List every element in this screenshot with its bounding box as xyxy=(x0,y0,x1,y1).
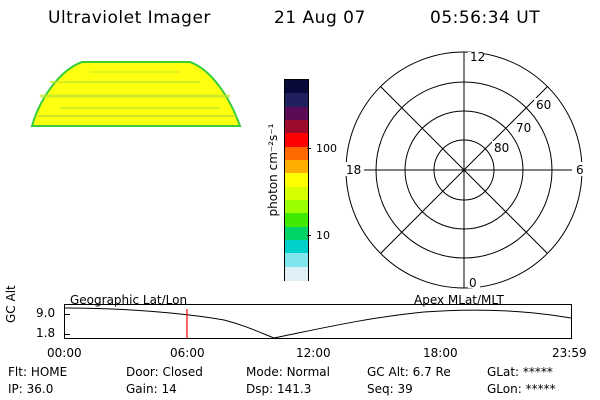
info-door: Door: Closed xyxy=(126,365,203,379)
instrument-title: Ultraviolet Imager xyxy=(48,8,211,28)
lat-label-80: 80 xyxy=(494,141,509,155)
colorbar-segment xyxy=(285,173,308,188)
lat-label-60: 60 xyxy=(536,98,551,112)
lat-label-70: 70 xyxy=(516,121,531,135)
info-gc-alt: GC Alt: 6.7 Re xyxy=(367,365,451,379)
colorbar-segment xyxy=(285,133,308,148)
apex-mlat-caption: Apex MLat/MLT xyxy=(414,293,504,307)
geo-latlon-caption: Geographic Lat/Lon xyxy=(70,293,188,307)
colorbar-segment xyxy=(285,266,308,281)
colorbar-tick-mark xyxy=(307,235,311,236)
colorbar-tick-mark xyxy=(307,148,311,149)
colorbar-tick-100: 100 xyxy=(316,142,337,155)
info-flt: Flt: HOME xyxy=(8,365,68,379)
date-label: 21 Aug 07 xyxy=(274,8,366,28)
colorbar-segment xyxy=(285,93,308,108)
colorbar-segment xyxy=(285,186,308,201)
mlt-label-6: 6 xyxy=(576,163,584,177)
info-glat: GLat: ***** xyxy=(487,365,553,379)
time-label: 05:56:34 UT xyxy=(430,8,541,28)
gc-alt-axis-label: GC Alt xyxy=(4,285,18,323)
time-tick-1800: 18:00 xyxy=(423,346,458,360)
info-mode: Mode: Normal xyxy=(246,365,330,379)
alt-tick-1-8: 1.8 xyxy=(36,326,56,340)
info-gain: Gain: 14 xyxy=(126,382,177,396)
color-scale-bar xyxy=(284,79,309,281)
alt-tick-9: 9.0 xyxy=(36,306,56,320)
colorbar-segment xyxy=(285,226,308,241)
time-tick-2359: 23:59 xyxy=(552,346,587,360)
info-ip: IP: 36.0 xyxy=(8,382,54,396)
colorbar-segment xyxy=(285,160,308,174)
colorbar-segment xyxy=(285,213,308,228)
time-tick-1200: 12:00 xyxy=(296,346,331,360)
colorbar-segment xyxy=(285,80,308,94)
altitude-trace-plot xyxy=(64,304,572,339)
time-tick-0000: 00:00 xyxy=(47,346,82,360)
colorbar-segment xyxy=(285,106,308,121)
colorbar-segment xyxy=(285,146,308,161)
uv-image xyxy=(30,61,242,127)
colorbar-segment xyxy=(285,240,308,254)
colorbar-segment xyxy=(285,120,308,134)
colorbar-segment xyxy=(285,253,308,268)
colorbar-tick-10: 10 xyxy=(316,229,330,242)
colorbar-segment xyxy=(285,200,308,214)
polar-mlt-plot: 12 18 6 0 60 70 80 xyxy=(344,50,586,290)
mlt-label-18: 18 xyxy=(346,163,361,177)
mlt-label-0: 0 xyxy=(469,276,477,290)
time-tick-0600: 06:00 xyxy=(170,346,205,360)
mlt-label-12: 12 xyxy=(470,50,485,64)
colorbar-axis-label: photon cm⁻²s⁻¹ xyxy=(266,123,280,217)
info-dsp: Dsp: 141.3 xyxy=(246,382,312,396)
info-seq: Seq: 39 xyxy=(367,382,413,396)
info-glon: GLon: ***** xyxy=(487,382,556,396)
